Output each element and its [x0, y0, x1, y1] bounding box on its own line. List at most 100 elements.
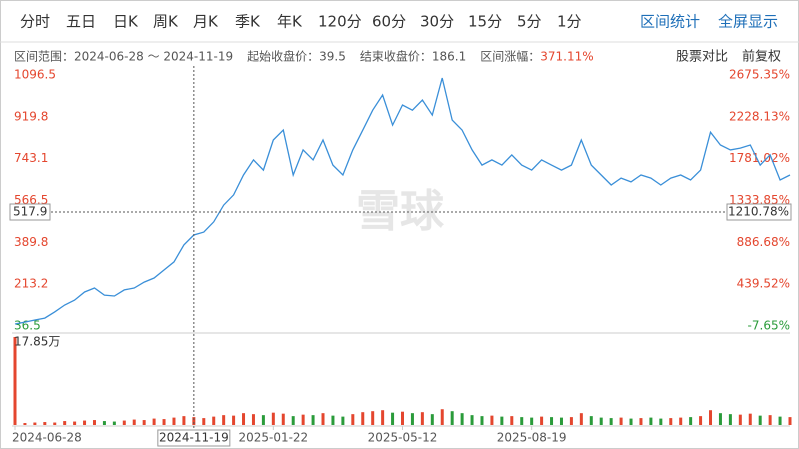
- volume-bar: [510, 416, 514, 425]
- tab[interactable]: 120分: [318, 13, 362, 31]
- volume-bar: [341, 416, 345, 425]
- y-tick-label: 213.2: [14, 277, 48, 291]
- y2-tick-label: 2675.35%: [729, 68, 790, 82]
- tab[interactable]: 日K: [113, 13, 139, 31]
- volume-bar: [520, 417, 524, 425]
- info-start: 39.5: [319, 50, 346, 64]
- tab[interactable]: 月K: [193, 13, 219, 31]
- y-tick-label: 743.1: [14, 151, 48, 165]
- volume-bar: [301, 414, 305, 425]
- tab[interactable]: 5分: [517, 13, 542, 31]
- y-tick-label: 566.5: [14, 193, 48, 207]
- volume-bar: [261, 415, 265, 425]
- volume-bar: [788, 417, 792, 425]
- volume-bar: [112, 421, 116, 425]
- info-range-label: 区间范围：: [14, 50, 74, 64]
- volume-bar: [92, 420, 96, 425]
- info-change: 371.11%: [540, 50, 593, 64]
- volume-bar: [619, 417, 623, 425]
- volume-bar: [152, 418, 156, 425]
- volume-bar: [430, 414, 434, 425]
- volume-bar: [13, 337, 17, 425]
- volume-bar: [480, 416, 484, 425]
- volume-bar: [709, 410, 713, 425]
- volume-bar: [381, 410, 385, 425]
- volume-bar: [758, 415, 762, 425]
- tab[interactable]: 1分: [557, 13, 582, 31]
- volume-bar: [659, 418, 663, 425]
- volume-bar: [361, 412, 365, 425]
- tab[interactable]: 分时: [20, 13, 50, 31]
- crosshair-y2-box: [726, 203, 792, 221]
- volume-max-label: 17.85万: [14, 335, 60, 349]
- volume-bar: [271, 412, 275, 425]
- volume-bar: [162, 419, 166, 425]
- volume-bar: [440, 409, 444, 425]
- volume-bar: [689, 417, 693, 425]
- info-change-label: 区间涨幅：: [480, 49, 540, 64]
- crosshair-y2-label: 1210.78%: [728, 205, 789, 219]
- volume-bar: [83, 420, 87, 425]
- crosshair-y-box: [9, 203, 51, 221]
- tab[interactable]: 60分: [372, 13, 406, 31]
- volume-bar: [768, 415, 772, 425]
- action[interactable]: 区间统计: [640, 13, 700, 31]
- volume-bar: [351, 414, 355, 425]
- volume-bar: [222, 415, 226, 425]
- tab[interactable]: 季K: [235, 13, 261, 31]
- tab[interactable]: 周K: [153, 13, 179, 31]
- volume-bar: [102, 421, 106, 425]
- x-tick-label: 2025-08-19: [497, 431, 567, 445]
- volume-bar: [420, 412, 424, 425]
- volume-bar: [331, 415, 335, 425]
- volume-bar: [460, 413, 464, 425]
- tab[interactable]: 年K: [277, 13, 303, 31]
- compare-button[interactable]: 股票对比: [676, 50, 728, 65]
- volume-bar: [718, 413, 722, 425]
- volume-bar: [639, 418, 643, 425]
- x-tick-label: 2024-06-28: [12, 431, 82, 445]
- volume-bar: [559, 417, 563, 425]
- volume-bar: [679, 417, 683, 425]
- volume-bar: [73, 421, 77, 425]
- volume-bar: [63, 421, 67, 425]
- volume-bar: [470, 415, 474, 425]
- volume-bar: [33, 422, 37, 425]
- info-range: 2024-06-28 ～ 2024-11-19: [74, 50, 233, 64]
- crosshair-y-label: 517.9: [13, 205, 47, 219]
- volume-bar: [132, 419, 136, 425]
- tab[interactable]: 15分: [468, 13, 502, 31]
- volume-bar: [579, 413, 583, 425]
- volume-bar: [609, 418, 613, 425]
- volume-bar: [232, 415, 236, 425]
- crosshair-x-box: [157, 429, 231, 447]
- volume-bar: [540, 416, 544, 425]
- y-tick-label: 919.8: [14, 109, 48, 123]
- volume-bar: [778, 416, 782, 425]
- volume-bar: [699, 416, 703, 425]
- info-end-label: 结束收盘价：: [360, 49, 432, 64]
- info-start-label: 起始收盘价：: [247, 49, 319, 64]
- tab[interactable]: 五日: [66, 13, 96, 31]
- volume-bar: [122, 420, 126, 425]
- adjust-button[interactable]: 前复权: [742, 49, 781, 65]
- volume-bar: [23, 423, 27, 425]
- volume-bar: [212, 416, 216, 425]
- volume-bar: [192, 417, 196, 425]
- volume-bar: [728, 414, 732, 425]
- tab[interactable]: 30分: [420, 13, 454, 31]
- volume-bar: [530, 417, 534, 425]
- volume-bar: [43, 422, 47, 425]
- action[interactable]: 全屏显示: [718, 13, 778, 31]
- volume-bar: [490, 415, 494, 425]
- volume-bar: [311, 415, 315, 425]
- volume-bar: [748, 413, 752, 425]
- y-tick-label: 389.8: [14, 235, 48, 249]
- y2-tick-label: -7.65%: [748, 319, 790, 333]
- volume-bar: [401, 411, 404, 425]
- volume-bar: [629, 418, 633, 425]
- volume-bar: [242, 413, 246, 425]
- volume-bar: [569, 417, 573, 425]
- volume-bar: [142, 420, 146, 425]
